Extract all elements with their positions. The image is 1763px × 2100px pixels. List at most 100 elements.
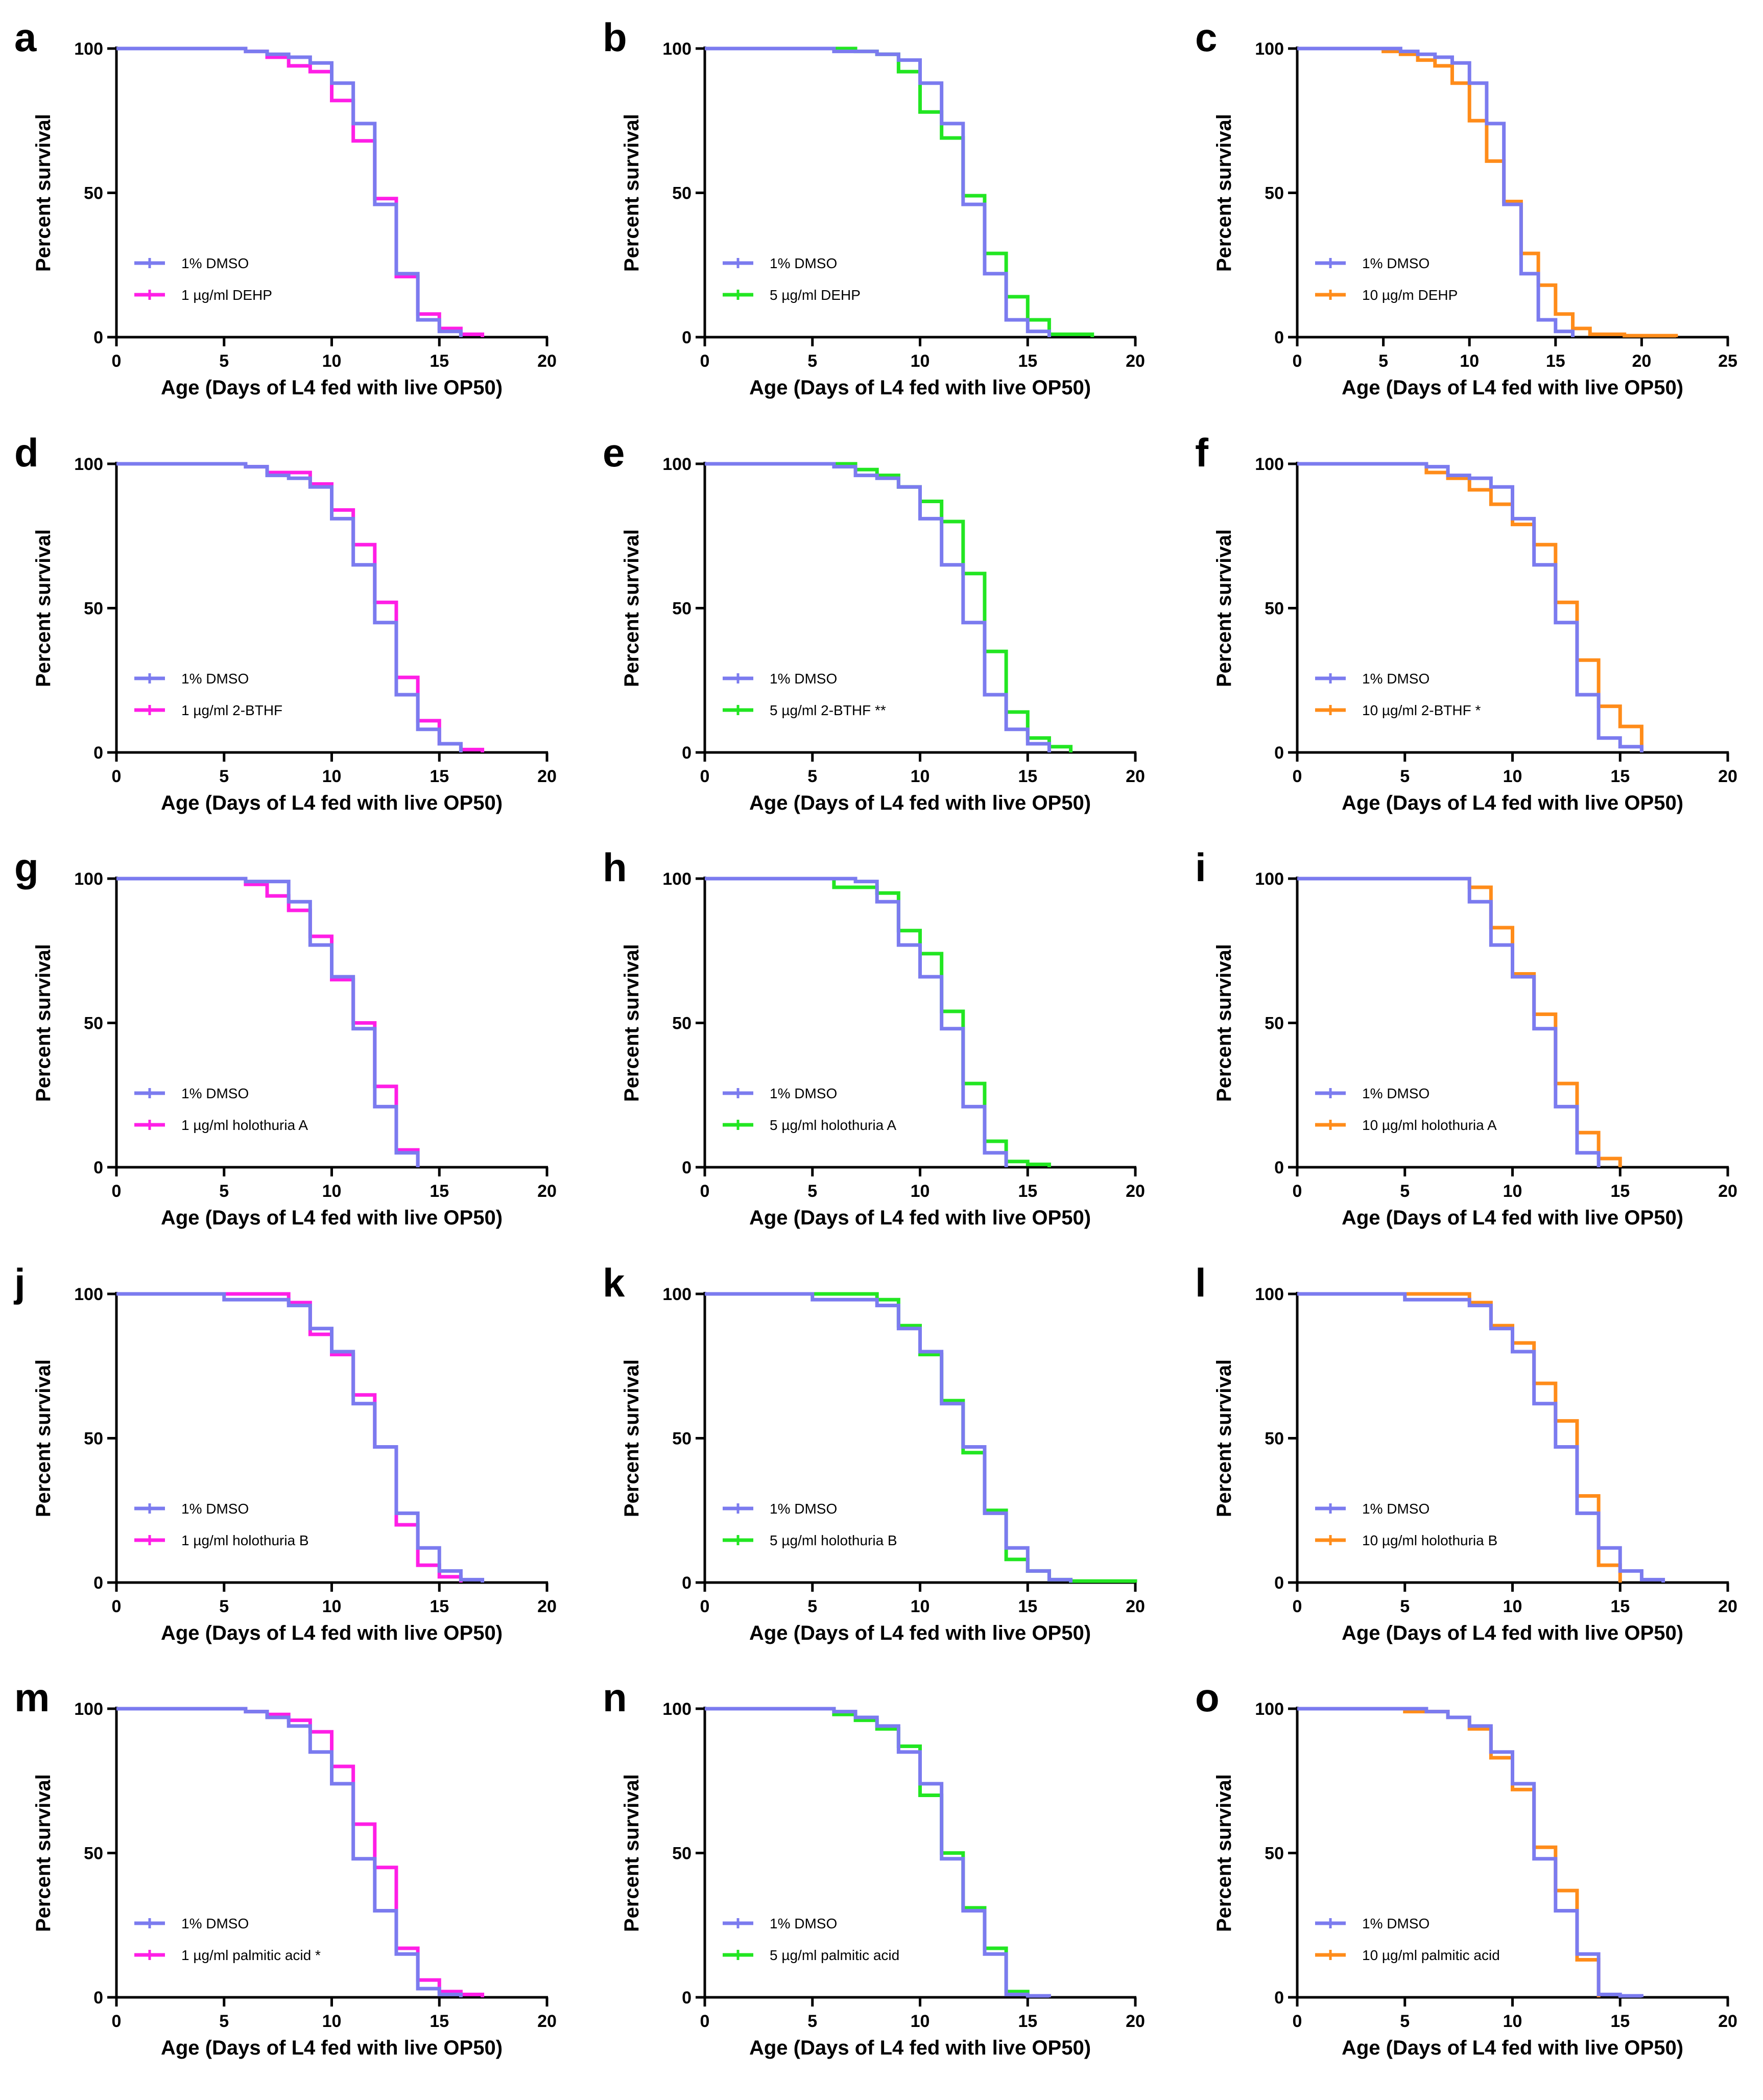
x-tick-label: 0 [700,767,710,786]
x-tick-label: 10 [911,351,930,371]
survival-curve-treatment [705,46,1094,337]
x-tick-label: 5 [219,2012,229,2031]
y-tick-label: 100 [74,1285,103,1304]
legend-label: 5 µg/ml holothuria B [770,1532,897,1548]
survival-curve-treatment [705,462,1073,752]
survival-curve-control [116,46,463,337]
survival-curve-control [116,1707,463,1997]
panel-letter: e [603,430,625,475]
x-tick-label: 10 [1503,767,1522,786]
panel-letter: g [14,845,39,890]
survival-curve-treatment [116,46,485,337]
y-tick-label: 100 [1255,39,1284,59]
y-tick-label: 100 [662,39,692,59]
chart-panel-m: m 0 50 100 0 5 10 15 20 Age (Days of L4 fed with … [14,1675,557,2059]
x-tick-label: 5 [1378,351,1388,371]
chart-panel-o: o 0 50 100 0 5 10 15 20 Age (Days of L4 fed with … [1195,1675,1737,2059]
x-axis-label: Age (Days of L4 fed with live OP50) [1342,2037,1683,2059]
legend-label: 1 µg/ml DEHP [181,287,272,303]
x-tick-label: 20 [1126,1182,1145,1201]
y-tick-label: 0 [1274,328,1284,347]
x-tick-label: 0 [1293,1597,1302,1616]
x-tick-label: 5 [1400,1597,1410,1616]
x-tick-label: 20 [537,2012,557,2031]
x-tick-label: 0 [700,1597,710,1616]
y-tick-label: 0 [93,1988,103,2008]
x-tick-label: 5 [219,767,229,786]
legend-label: 5 µg/ml DEHP [770,287,861,303]
y-tick-label: 50 [84,1429,103,1449]
survival-curve-control [705,877,1008,1167]
y-tick-label: 50 [84,184,103,203]
x-tick-label: 15 [1610,1182,1630,1201]
panel-letter: m [14,1675,50,1720]
x-tick-label: 0 [1293,1182,1302,1201]
chart-panel-n: n 0 50 100 0 5 10 15 20 Age (Days of L4 fed with … [603,1675,1145,2059]
legend-label: 10 µg/ml 2-BTHF * [1362,702,1481,718]
y-tick-label: 50 [672,1014,692,1033]
panel-letter: c [1195,15,1217,60]
y-axis-label: Percent survival [1213,944,1235,1102]
x-tick-label: 15 [430,1182,449,1201]
chart-panel-e: e 0 50 100 0 5 10 15 20 Age (Days of L4 fed with … [603,430,1145,814]
y-tick-label: 100 [662,869,692,889]
x-tick-label: 0 [112,351,122,371]
y-tick-label: 0 [682,1158,692,1177]
survival-curve-control [705,1707,1051,1998]
y-axis-label: Percent survival [621,1359,643,1517]
y-tick-label: 50 [84,599,103,619]
y-tick-label: 0 [1274,1158,1284,1177]
survival-curve-control [705,1292,1073,1583]
x-axis-label: Age (Days of L4 fed with live OP50) [161,376,503,399]
x-tick-label: 15 [430,1597,449,1616]
legend-label: 1% DMSO [181,1916,249,1931]
legend-label: 1 µg/ml 2-BTHF [181,702,282,718]
y-tick-label: 100 [74,39,103,59]
legend-label: 5 µg/ml holothuria A [770,1117,896,1133]
y-tick-label: 100 [662,1285,692,1304]
legend-label: 1% DMSO [181,255,249,271]
x-tick-label: 0 [1293,351,1302,371]
y-tick-label: 0 [682,743,692,763]
y-tick-label: 50 [672,1429,692,1449]
y-tick-label: 0 [682,328,692,347]
x-tick-label: 15 [1610,1597,1630,1616]
y-axis-label: Percent survival [621,114,643,272]
x-tick-label: 20 [1632,351,1651,371]
x-tick-label: 20 [1718,1597,1737,1616]
y-axis-label: Percent survival [621,1774,643,1932]
x-axis-label: Age (Days of L4 fed with live OP50) [1342,1622,1683,1644]
y-tick-label: 100 [74,869,103,889]
y-axis-label: Percent survival [32,1359,55,1517]
survival-curve-control [705,46,1051,337]
x-axis-label: Age (Days of L4 fed with live OP50) [749,1207,1091,1229]
x-tick-label: 5 [219,1597,229,1616]
survival-curve-control [705,462,1051,752]
y-tick-label: 100 [1255,1700,1284,1719]
y-tick-label: 50 [1265,184,1284,203]
x-tick-label: 0 [112,2012,122,2031]
y-tick-label: 0 [682,1988,692,2008]
y-tick-label: 50 [672,599,692,619]
x-tick-label: 10 [911,767,930,786]
chart-panel-c: c 0 50 100 0 5 10 15 20 25 Age (Days of L4 fed wit… [1195,15,1737,399]
y-axis-label: Percent survival [1213,1359,1235,1517]
x-tick-label: 15 [1018,351,1037,371]
panel-letter: l [1195,1260,1206,1305]
y-axis-label: Percent survival [32,114,55,272]
x-axis-label: Age (Days of L4 fed with live OP50) [1342,792,1683,814]
legend-label: 10 µg/m DEHP [1362,287,1458,303]
legend-label: 1% DMSO [1362,1086,1430,1101]
x-tick-label: 5 [1400,2012,1410,2031]
y-tick-label: 50 [84,1014,103,1033]
chart-panel-a: a 0 50 100 0 5 10 15 20 Age (Days of L4 fed with … [14,15,557,399]
legend-label: 1% DMSO [181,671,249,687]
y-tick-label: 0 [93,743,103,763]
survival-curve-control [116,1292,485,1583]
legend-label: 1% DMSO [1362,1501,1430,1517]
x-tick-label: 10 [322,1597,342,1616]
y-axis-label: Percent survival [1213,1774,1235,1932]
x-tick-label: 10 [911,1597,930,1616]
x-axis-label: Age (Days of L4 fed with live OP50) [749,2037,1091,2059]
x-tick-label: 15 [1018,1597,1037,1616]
